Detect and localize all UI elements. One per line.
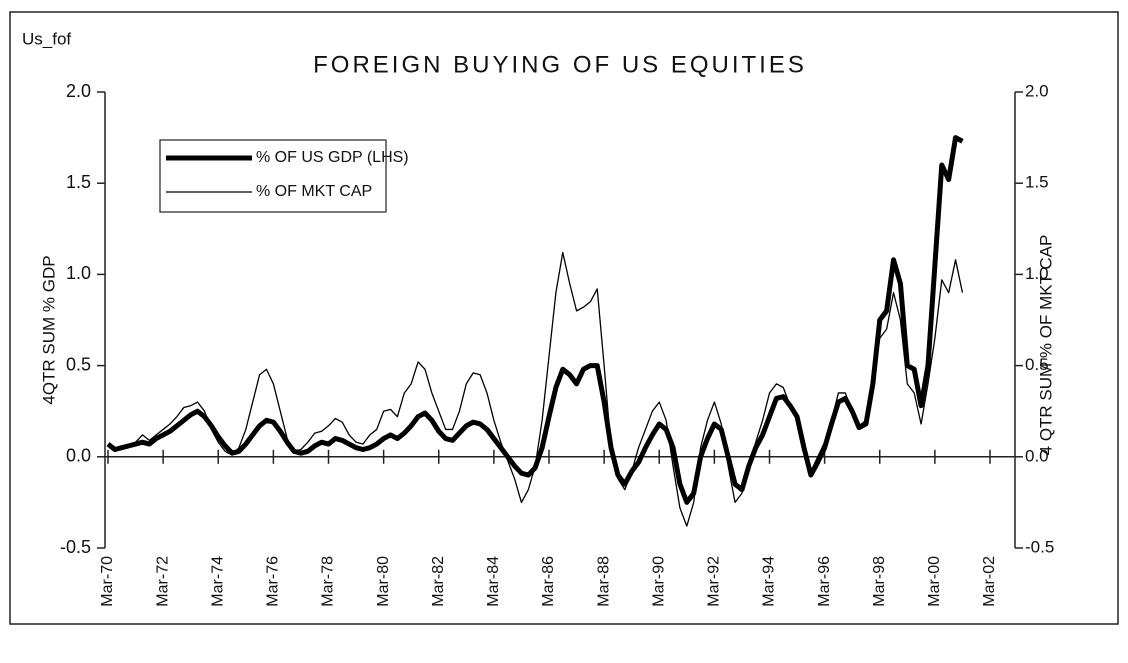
x-tick-label: Mar-82 [430, 556, 447, 607]
y2-tick-label: 2.0 [1025, 81, 1049, 100]
chart-title: FOREIGN BUYING OF US EQUITIES [313, 51, 807, 78]
y-tick-label: 0.0 [66, 446, 91, 466]
x-tick-label: Mar-80 [375, 556, 392, 607]
x-tick-label: Mar-70 [99, 556, 116, 607]
legend-box [159, 139, 387, 213]
x-tick-label: Mar-98 [871, 556, 888, 607]
y-tick-label: 1.0 [66, 263, 91, 283]
y2-axis-label: 4 QTR SUM % OF MKT CAP [1036, 235, 1055, 456]
x-tick-label: Mar-88 [595, 556, 612, 607]
x-tick-label: Mar-78 [320, 556, 337, 607]
x-tick-label: Mar-00 [926, 556, 943, 607]
y2-tick-label: 0.0 [1025, 446, 1049, 465]
frame [9, 11, 1119, 625]
x-tick-label: Mar-76 [265, 556, 282, 607]
x-tick-label: Mar-92 [706, 556, 723, 607]
y-axis-label: 4QTR SUM % GDP [39, 255, 58, 404]
y2-tick-label: 1.5 [1025, 173, 1049, 192]
x-tick-label: Mar-90 [650, 556, 667, 607]
x-tick-label: Mar-74 [209, 556, 226, 607]
x-tick-label: Mar-84 [485, 556, 502, 607]
corner-label: Us_fof [22, 29, 71, 48]
y-tick-label: -0.5 [60, 537, 91, 557]
y2-tick-label: 1.0 [1025, 264, 1049, 283]
y-tick-label: 1.5 [66, 172, 91, 192]
y2-tick-label: 0.5 [1025, 355, 1049, 374]
x-tick-label: Mar-86 [540, 556, 557, 607]
x-tick-label: Mar-02 [981, 556, 998, 607]
y2-tick-label: -0.5 [1025, 537, 1054, 556]
series-line [107, 251, 964, 527]
x-tick-label: Mar-94 [761, 556, 778, 607]
x-tick-label: Mar-72 [154, 556, 171, 607]
legend-label: % OF US GDP (LHS) [256, 149, 409, 166]
y-tick-label: 0.5 [66, 354, 91, 374]
y-tick-label: 2.0 [66, 81, 91, 101]
x-tick-label: Mar-96 [816, 556, 833, 607]
legend-label: % OF MKT CAP [256, 183, 372, 200]
